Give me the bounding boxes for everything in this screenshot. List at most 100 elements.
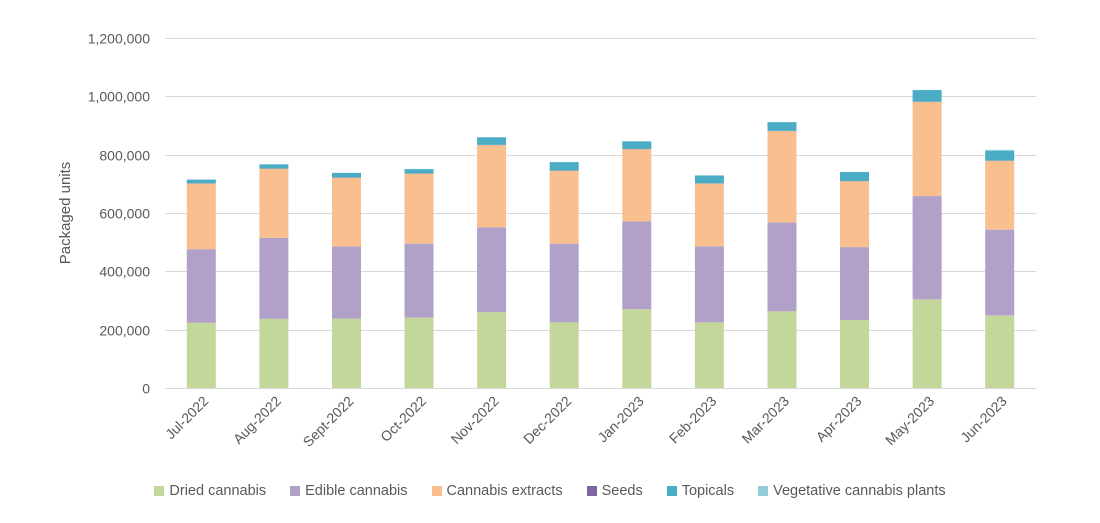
bar-segment-topicals [694,175,724,184]
legend: Dried cannabis Edible cannabis Cannabis ex… [0,483,1100,499]
y-axis-title: Packaged units [57,162,74,265]
x-tick-label: Oct-2022 [377,393,429,445]
bar-segment-dried-cannabis [332,318,361,388]
bar-segment-dried-cannabis [549,322,579,389]
x-tick-label: Jul-2022 [162,393,211,442]
bar-segment-topicals [404,169,434,174]
x-tick-label: Aug-2022 [230,393,284,447]
legend-swatch [758,486,769,496]
bar-segment-topicals [767,122,797,131]
bar-segment-edible-cannabis [767,222,797,312]
x-axis-ticks: Jul-2022 Aug-2022 Sept-2022 Oct-2022 Nov-202… [162,393,1010,450]
bar-segment-dried-cannabis [404,317,434,388]
bar-stack [767,122,797,388]
bar-segment-topicals [332,172,361,178]
bar-stack [694,175,724,389]
x-tick-label: Dec-2022 [520,393,574,447]
bar-stack [549,161,579,389]
bar-segment-cannabis-extracts [622,149,652,222]
bars [186,89,1015,389]
bar-segment-cannabis-extracts [912,101,942,197]
bar-segment-dried-cannabis [985,315,1015,389]
legend-label: Topicals [681,483,735,499]
bar-segment-topicals [186,179,216,184]
bar-stack [186,179,216,388]
bar-stack [912,89,942,388]
legend-swatch [431,486,442,496]
bar-stack [404,168,434,388]
y-tick-label: 200,000 [99,323,150,339]
x-tick-label: Jun-2023 [957,393,1010,446]
bar-segment-cannabis-extracts [332,177,361,247]
bar-stack [259,164,289,389]
legend-swatch [666,486,677,496]
bar-segment-dried-cannabis [622,309,652,388]
legend-swatch [154,486,165,496]
legend-item: Vegetative cannabis plants [758,483,946,499]
bar-segment-cannabis-extracts [186,183,216,250]
legend-swatch [290,486,301,496]
y-axis-ticks: 0 200,000 400,000 600,000 800,000 1,000,000 1,… [88,31,151,397]
x-tick-label: Apr-2023 [813,393,865,445]
bar-segment-dried-cannabis [767,311,797,388]
gridlines [165,38,1036,389]
bar-segment-topicals [912,90,942,102]
bar-segment-edible-cannabis [404,243,434,318]
x-tick-label: Feb-2023 [666,393,720,447]
y-tick-label: 800,000 [99,148,150,164]
bar-segment-edible-cannabis [259,237,289,319]
legend-item: Topicals [666,483,735,499]
bar-segment-topicals [259,164,289,169]
bar-segment-dried-cannabis [840,320,869,388]
bar-stack [477,137,507,388]
legend-item: Dried cannabis [154,483,266,499]
bar-segment-topicals [477,137,507,145]
legend-item: Edible cannabis [290,483,408,499]
bar-segment-edible-cannabis [477,227,507,313]
bar-segment-edible-cannabis [694,246,724,323]
bar-stack [332,172,361,388]
y-tick-label: 400,000 [99,264,150,280]
y-tick-label: 1,000,000 [88,89,150,105]
legend-label: Vegetative cannabis plants [773,483,946,499]
bar-segment-dried-cannabis [694,322,724,389]
bar-segment-topicals [985,150,1015,161]
bar-segment-edible-cannabis [622,221,652,310]
bar-segment-cannabis-extracts [840,181,869,248]
bar-segment-edible-cannabis [912,196,942,300]
x-tick-label: Jan-2023 [594,393,647,446]
bar-segment-cannabis-extracts [767,131,797,223]
bar-stack [985,149,1015,389]
bar-segment-cannabis-extracts [477,145,507,228]
legend-item: Seeds [586,483,643,499]
bar-segment-edible-cannabis [840,247,869,321]
bar-segment-cannabis-extracts [549,170,579,244]
bar-segment-edible-cannabis [186,249,216,323]
bar-segment-cannabis-extracts [694,183,724,247]
bar-segment-dried-cannabis [259,318,289,389]
bar-segment-vegetative-cannabis-plants [985,149,1015,151]
bar-segment-edible-cannabis [332,246,361,319]
x-tick-label: May-2023 [882,393,937,448]
bar-segment-dried-cannabis [186,322,216,388]
legend-label: Cannabis extracts [446,483,563,499]
bar-stack [840,171,869,388]
bar-segment-edible-cannabis [985,229,1015,316]
stacked-bar-chart: 0 200,000 400,000 600,000 800,000 1,000,000 1,… [57,31,1036,450]
bar-stack [622,141,652,388]
legend-label: Edible cannabis [305,483,408,499]
legend-label: Dried cannabis [169,483,267,499]
legend-label: Seeds [601,483,643,499]
bar-segment-edible-cannabis [549,243,579,323]
legend-item: Cannabis extracts [431,483,563,499]
bar-segment-dried-cannabis [912,299,942,388]
bar-segment-topicals [549,162,579,171]
y-tick-label: 600,000 [99,206,150,222]
y-tick-label: 0 [142,381,150,397]
bar-segment-topicals [622,141,652,149]
y-tick-label: 1,200,000 [88,31,150,47]
legend-swatch [586,486,597,496]
x-tick-label: Nov-2022 [448,393,502,447]
bar-segment-topicals [840,172,869,182]
bar-segment-cannabis-extracts [404,173,434,244]
